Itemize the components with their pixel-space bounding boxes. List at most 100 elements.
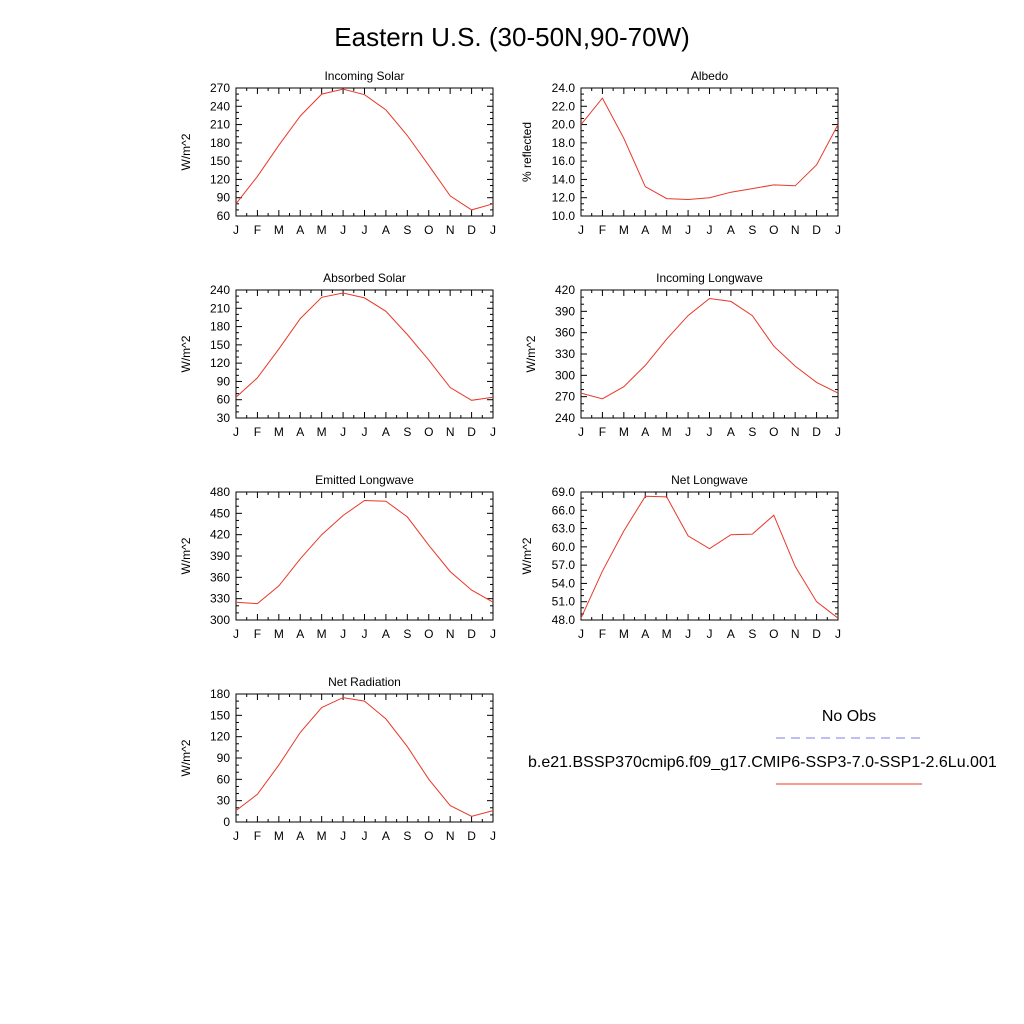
x-tick-label: A <box>382 627 390 641</box>
y-tick-label: 24.0 <box>552 81 576 95</box>
x-tick-label: J <box>578 425 584 439</box>
x-tick-label: N <box>446 425 455 439</box>
x-tick-label: A <box>727 627 735 641</box>
x-tick-label: D <box>812 627 821 641</box>
y-tick-label: 30 <box>217 794 231 808</box>
x-tick-label: J <box>233 627 239 641</box>
y-tick-label: 210 <box>210 118 230 132</box>
x-tick-label: S <box>403 627 411 641</box>
figure-title: Eastern U.S. (30-50N,90-70W) <box>334 22 689 52</box>
x-tick-label: N <box>791 223 800 237</box>
x-tick-label: M <box>274 425 284 439</box>
y-tick-label: 240 <box>555 411 575 425</box>
y-tick-label: 57.0 <box>552 558 576 572</box>
y-tick-label: 0 <box>223 815 230 829</box>
y-tick-label: 240 <box>210 283 230 297</box>
y-tick-label: 12.0 <box>552 191 576 205</box>
y-tick-label: 270 <box>555 390 575 404</box>
x-tick-label: D <box>467 829 476 843</box>
x-tick-label: J <box>578 223 584 237</box>
x-tick-label: O <box>424 223 433 237</box>
y-tick-label: 90 <box>217 374 231 388</box>
x-tick-label: J <box>707 223 713 237</box>
y-tick-label: 240 <box>210 99 230 113</box>
y-tick-label: 66.0 <box>552 503 576 517</box>
x-tick-label: D <box>467 223 476 237</box>
x-tick-label: F <box>599 627 606 641</box>
plot-frame <box>580 491 839 621</box>
y-tick-label: 180 <box>210 136 230 150</box>
x-tick-label: O <box>769 425 778 439</box>
x-tick-label: F <box>254 627 261 641</box>
x-tick-label: N <box>791 627 800 641</box>
x-tick-label: O <box>769 627 778 641</box>
y-tick-label: 180 <box>210 687 230 701</box>
y-tick-label: 330 <box>210 592 230 606</box>
x-tick-label: A <box>296 223 304 237</box>
x-tick-label: A <box>641 425 649 439</box>
x-tick-label: J <box>233 223 239 237</box>
x-tick-label: F <box>599 223 606 237</box>
x-tick-label: M <box>662 223 672 237</box>
y-tick-label: 30 <box>217 411 231 425</box>
x-tick-label: S <box>403 425 411 439</box>
x-tick-label: F <box>599 425 606 439</box>
y-axis-label: W/m^2 <box>179 739 193 776</box>
x-tick-label: D <box>467 425 476 439</box>
x-tick-label: J <box>490 425 496 439</box>
y-axis-label: W/m^2 <box>520 537 534 574</box>
y-axis-label: W/m^2 <box>524 335 538 372</box>
x-tick-label: F <box>254 223 261 237</box>
x-tick-label: M <box>317 627 327 641</box>
x-tick-label: M <box>274 223 284 237</box>
x-tick-label: M <box>662 627 672 641</box>
y-tick-label: 210 <box>210 301 230 315</box>
x-tick-label: M <box>274 829 284 843</box>
x-tick-label: J <box>685 425 691 439</box>
y-tick-label: 51.0 <box>552 595 576 609</box>
x-tick-label: J <box>835 425 841 439</box>
x-tick-label: M <box>317 425 327 439</box>
x-tick-label: M <box>317 223 327 237</box>
y-tick-label: 10.0 <box>552 209 576 223</box>
y-tick-label: 420 <box>210 528 230 542</box>
x-tick-label: S <box>748 627 756 641</box>
x-tick-label: M <box>274 627 284 641</box>
x-tick-label: M <box>317 829 327 843</box>
x-tick-label: A <box>296 425 304 439</box>
y-tick-label: 90 <box>217 751 231 765</box>
y-tick-label: 360 <box>210 570 230 584</box>
x-tick-label: S <box>403 829 411 843</box>
x-tick-label: N <box>446 829 455 843</box>
x-tick-label: S <box>403 223 411 237</box>
series-line <box>235 697 494 817</box>
plot-frame <box>580 289 839 419</box>
x-tick-label: J <box>490 829 496 843</box>
y-tick-label: 180 <box>210 320 230 334</box>
series-line <box>235 88 494 211</box>
y-tick-label: 390 <box>555 304 575 318</box>
x-tick-label: J <box>362 425 368 439</box>
y-tick-label: 22.0 <box>552 99 576 113</box>
x-tick-label: J <box>362 627 368 641</box>
x-tick-label: A <box>641 627 649 641</box>
x-tick-label: M <box>662 425 672 439</box>
y-tick-label: 150 <box>210 338 230 352</box>
series-line <box>580 297 839 400</box>
y-tick-label: 420 <box>555 283 575 297</box>
y-axis-label: W/m^2 <box>179 335 193 372</box>
x-tick-label: N <box>446 627 455 641</box>
x-tick-label: A <box>727 425 735 439</box>
x-tick-label: J <box>340 223 346 237</box>
panel-title: Incoming Solar <box>324 69 404 83</box>
y-tick-label: 150 <box>210 708 230 722</box>
x-tick-label: N <box>446 223 455 237</box>
y-tick-label: 120 <box>210 730 230 744</box>
y-axis-label: W/m^2 <box>179 133 193 170</box>
x-tick-label: O <box>424 425 433 439</box>
y-tick-label: 270 <box>210 81 230 95</box>
x-tick-label: J <box>685 627 691 641</box>
